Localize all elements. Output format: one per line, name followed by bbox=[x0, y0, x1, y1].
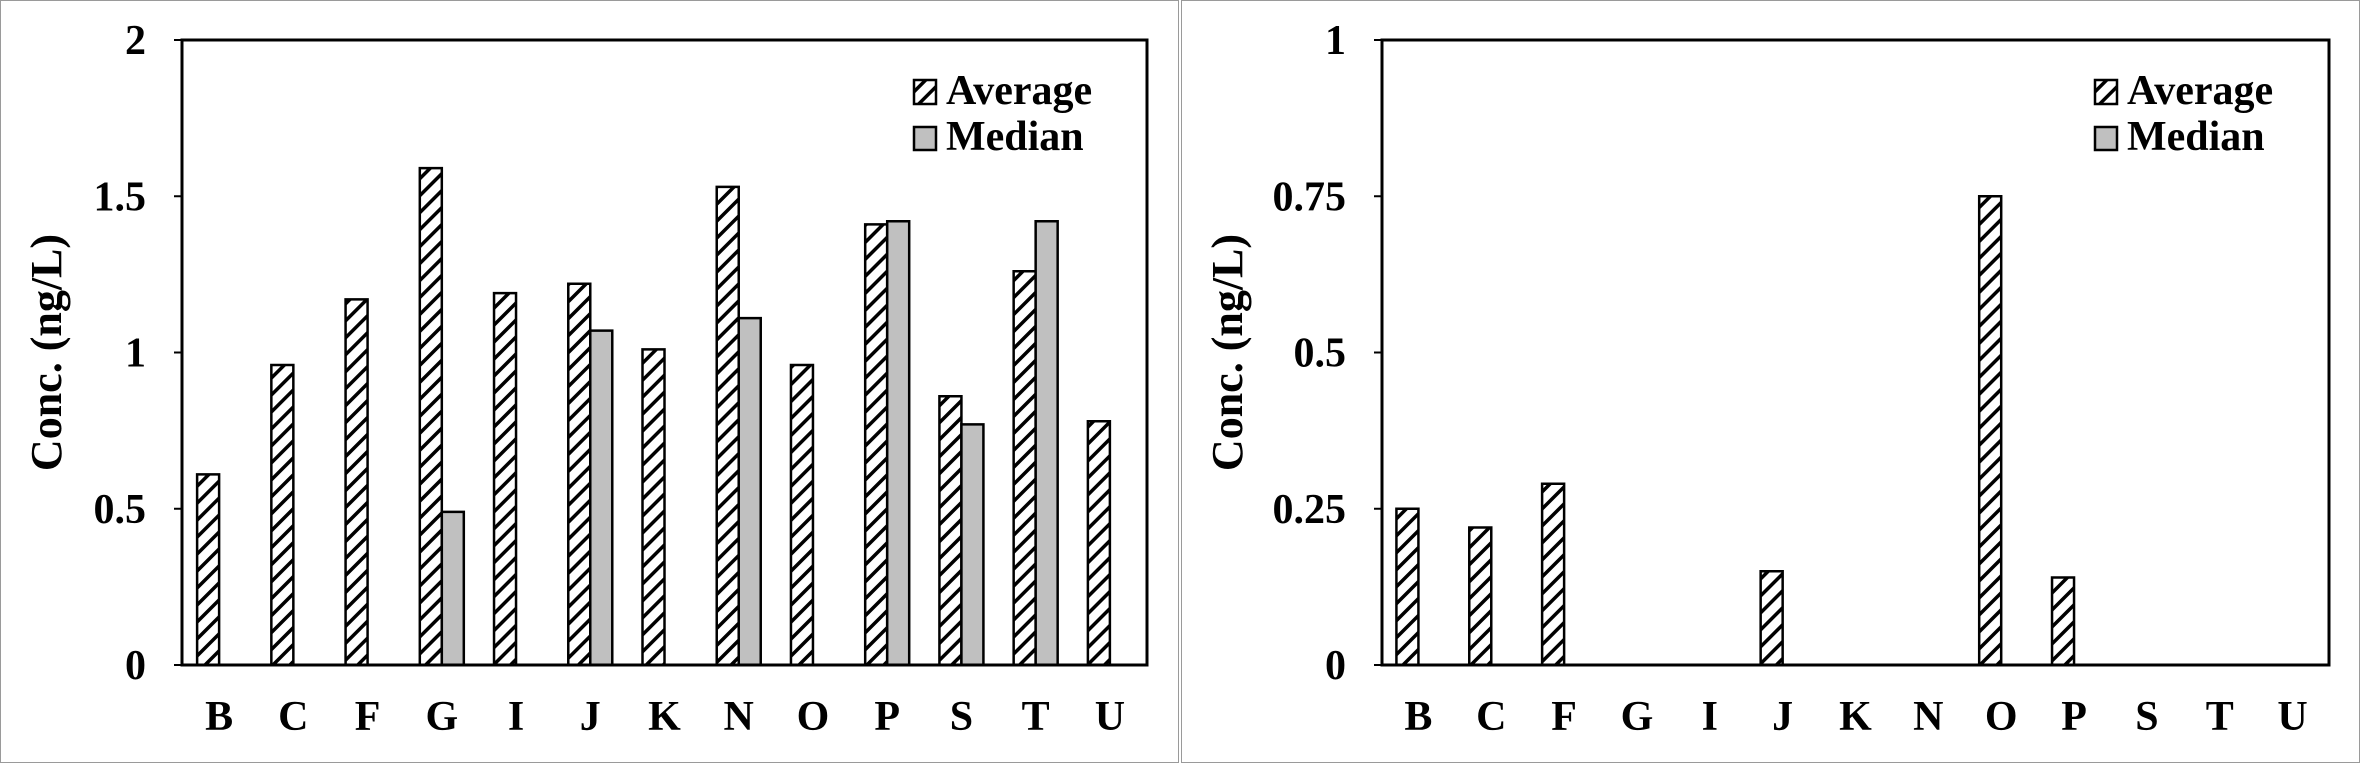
bar-average bbox=[641, 348, 666, 667]
y-tick-label: 0 bbox=[125, 643, 146, 689]
bar-average bbox=[418, 166, 444, 667]
x-tick-label: O bbox=[1985, 694, 2018, 740]
y-tick-label: 0 bbox=[1325, 643, 1346, 689]
x-tick-label: P bbox=[2061, 694, 2087, 740]
y-tick-label: 0.5 bbox=[94, 487, 147, 533]
bar-median bbox=[440, 510, 466, 667]
right-chart-panel: 0 0.25 0.5 0.75 1 Conc. (ng/L) B C F G I J K N O P S T U Av… bbox=[1181, 0, 2360, 763]
legend-label-median: Median bbox=[946, 114, 1084, 160]
bar-average bbox=[270, 363, 295, 667]
bar-average bbox=[1759, 570, 1784, 667]
bar-average bbox=[789, 363, 815, 667]
bar-median bbox=[885, 220, 911, 667]
bar-average bbox=[863, 223, 889, 667]
y-axis-title: Conc. (ng/L) bbox=[1203, 234, 1252, 471]
legend-swatch-median bbox=[2093, 125, 2119, 152]
bar-average bbox=[2050, 576, 2076, 667]
bar-average bbox=[1395, 507, 1420, 667]
bar-average bbox=[1086, 420, 1112, 667]
x-tick-label: K bbox=[1839, 694, 1872, 740]
y-tick-label: 1 bbox=[1325, 18, 1346, 64]
bar-median bbox=[737, 316, 762, 667]
bar-average bbox=[938, 395, 963, 667]
y-tick-label: 0.25 bbox=[1273, 487, 1347, 533]
bar-average bbox=[492, 291, 518, 667]
legend-swatch-average bbox=[2093, 78, 2119, 106]
bar-average bbox=[1540, 482, 1566, 667]
bar-average bbox=[344, 298, 369, 667]
bar-average bbox=[1977, 195, 2003, 667]
x-tick-label: F bbox=[355, 694, 381, 740]
x-tick-label: N bbox=[1913, 694, 1943, 740]
x-tick-label: B bbox=[205, 694, 233, 740]
x-tick-label: S bbox=[2135, 694, 2158, 740]
x-tick-label: G bbox=[1621, 694, 1654, 740]
legend-swatch-median bbox=[912, 125, 938, 152]
legend-swatch-average bbox=[912, 78, 938, 106]
x-tick-label: G bbox=[425, 694, 458, 740]
left-bar-chart: 0 0.5 1 1.5 2 Conc. (ng/L) B C F G I J K N O P S T U Averag… bbox=[22, 18, 1149, 740]
right-bar-chart: 0 0.25 0.5 0.75 1 Conc. (ng/L) B C F G I J K N O P S T U Av… bbox=[1203, 18, 2331, 740]
x-tick-label: U bbox=[1095, 694, 1125, 740]
x-tick-label: I bbox=[508, 694, 524, 740]
x-tick-label: T bbox=[2206, 694, 2234, 740]
x-tick-label: U bbox=[2277, 694, 2307, 740]
left-chart-panel: 0 0.5 1 1.5 2 Conc. (ng/L) B C F G I J K N O P S T U Averag… bbox=[0, 0, 1179, 763]
y-tick-label: 2 bbox=[125, 18, 146, 64]
bar-median bbox=[960, 423, 985, 667]
y-tick-label: 0.5 bbox=[1294, 331, 1347, 377]
x-tick-label: P bbox=[874, 694, 900, 740]
bar-average bbox=[195, 473, 221, 667]
legend-label-average: Average bbox=[2127, 68, 2273, 114]
bar-average bbox=[1468, 526, 1493, 667]
bar-average bbox=[715, 185, 740, 667]
y-tick-label: 1 bbox=[125, 331, 146, 377]
x-tick-label: T bbox=[1022, 694, 1050, 740]
x-tick-label: K bbox=[648, 694, 681, 740]
legend-label-average: Average bbox=[946, 68, 1092, 114]
bar-median bbox=[1034, 220, 1059, 667]
x-tick-label: J bbox=[1772, 694, 1793, 740]
x-tick-label: J bbox=[580, 694, 601, 740]
bar-average bbox=[567, 282, 592, 667]
x-tick-label: O bbox=[797, 694, 830, 740]
y-tick-label: 0.75 bbox=[1273, 174, 1347, 220]
x-tick-label: S bbox=[950, 694, 973, 740]
x-tick-label: N bbox=[724, 694, 754, 740]
y-tick-label: 1.5 bbox=[94, 174, 147, 220]
x-tick-label: B bbox=[1404, 694, 1432, 740]
bar-average bbox=[1012, 270, 1037, 667]
bar-median bbox=[589, 329, 614, 667]
x-tick-label: F bbox=[1551, 694, 1577, 740]
x-tick-label: C bbox=[278, 694, 308, 740]
y-axis-title: Conc. (ng/L) bbox=[22, 234, 71, 471]
legend-label-median: Median bbox=[2127, 114, 2265, 160]
x-tick-label: C bbox=[1476, 694, 1506, 740]
x-tick-label: I bbox=[1702, 694, 1718, 740]
